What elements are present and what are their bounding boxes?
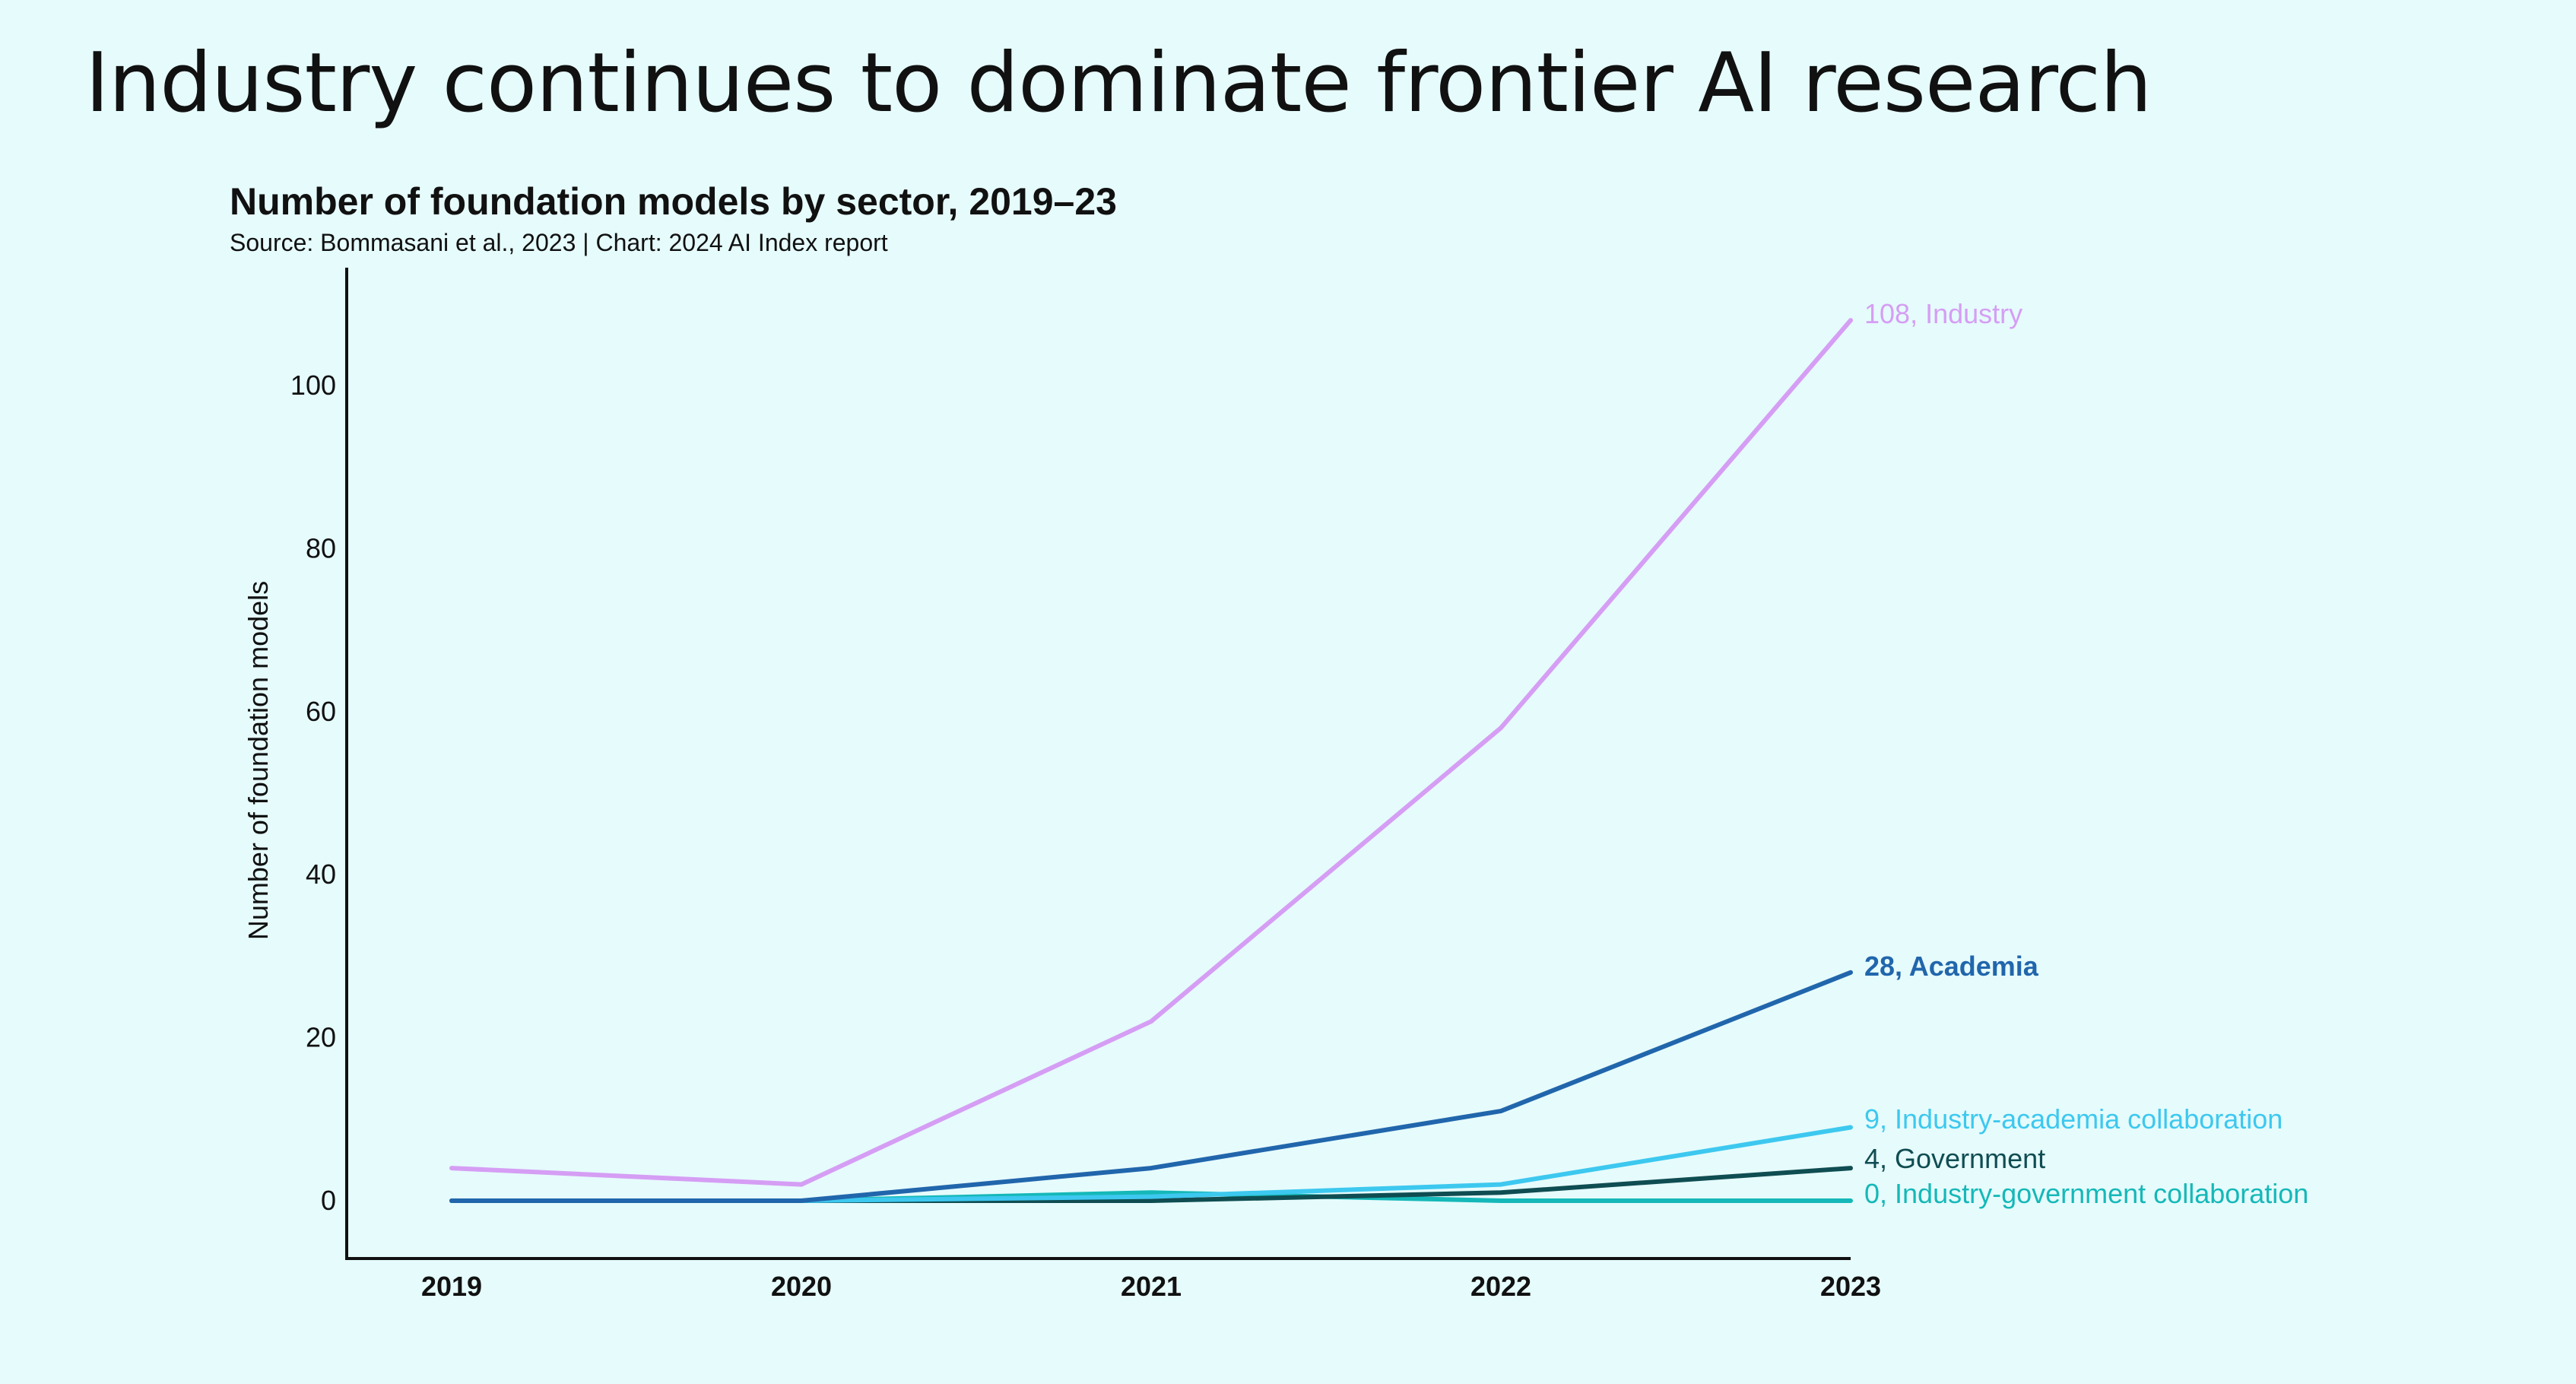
chart-axes bbox=[345, 268, 1851, 1260]
series-end-label-industry: 108, Industry bbox=[1864, 298, 2022, 329]
y-axis-label: Number of foundation models bbox=[243, 581, 274, 940]
series-lines bbox=[449, 318, 1853, 1203]
series-end-labels: 108, Industry 28, Academia 9, Industry-aca… bbox=[1864, 298, 2308, 1209]
series-end-label-industry-government: 0, Industry-government collaboration bbox=[1864, 1178, 2308, 1209]
y-tick-label: 80 bbox=[306, 532, 336, 563]
x-tick-label: 2020 bbox=[771, 1271, 832, 1302]
y-tick-label: 60 bbox=[306, 696, 336, 727]
y-tick-label: 40 bbox=[306, 859, 336, 890]
x-tick-label: 2019 bbox=[421, 1271, 482, 1302]
series-end-label-industry-academia: 9, Industry-academia collaboration bbox=[1864, 1103, 2283, 1135]
chart-source: Source: Bommasani et al., 2023 | Chart: … bbox=[230, 229, 888, 256]
y-tick-labels: 0 20 40 60 80 100 bbox=[290, 370, 336, 1216]
series-end-label-academia: 28, Academia bbox=[1864, 951, 2039, 982]
series-line-industry-academia bbox=[449, 1125, 1853, 1203]
series-line-industry bbox=[449, 318, 1853, 1187]
chart-title: Number of foundation models by sector, 2… bbox=[230, 180, 1117, 223]
x-tick-label: 2023 bbox=[1820, 1271, 1881, 1302]
x-tick-label: 2021 bbox=[1121, 1271, 1182, 1302]
series-end-label-government: 4, Government bbox=[1864, 1143, 2045, 1174]
y-tick-label: 20 bbox=[306, 1022, 336, 1053]
y-tick-label: 100 bbox=[290, 370, 336, 401]
x-tick-label: 2022 bbox=[1470, 1271, 1531, 1302]
series-line-academia bbox=[449, 970, 1853, 1203]
x-tick-labels: 2019 2020 2021 2022 2023 bbox=[421, 1271, 1881, 1302]
slide-title: Industry continues to dominate frontier … bbox=[85, 36, 2152, 131]
y-tick-label: 0 bbox=[321, 1185, 336, 1216]
